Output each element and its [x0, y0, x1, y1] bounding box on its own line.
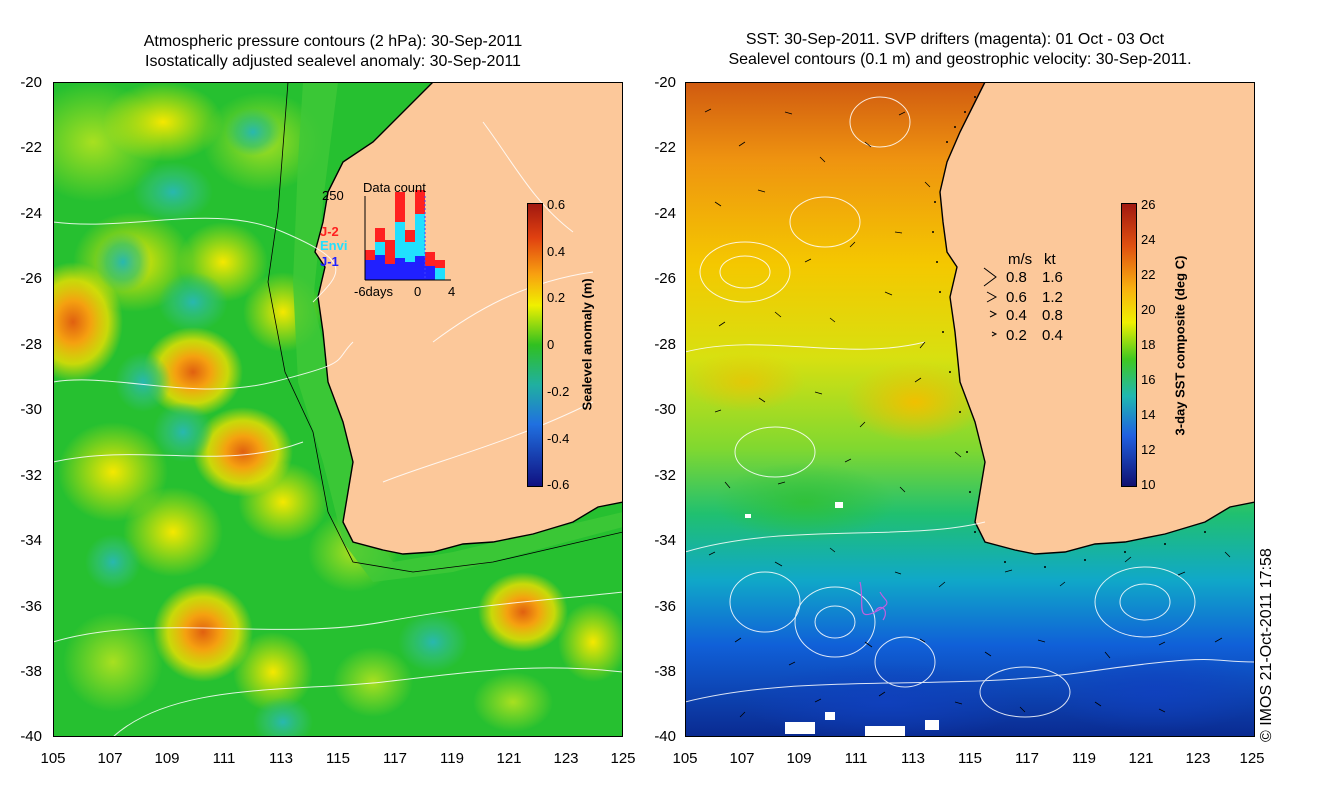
right-ytick-5: -30: [654, 401, 676, 418]
legend-header-kt: kt: [1044, 251, 1057, 268]
right-cb-tick-8: 10: [1141, 477, 1156, 492]
left-xtick-8: 121: [496, 750, 522, 767]
left-ytick-3: -26: [20, 270, 42, 287]
inset-legend-envi: Envi: [320, 238, 347, 253]
right-cb-tick-1: 24: [1141, 232, 1156, 247]
left-cb-tick-3: 0: [547, 337, 555, 352]
right-ytick-7: -34: [654, 532, 676, 549]
inset-legend-j1: J-1: [320, 254, 339, 269]
right-cb-tick-7: 12: [1141, 442, 1156, 457]
left-xtick-0: 105: [40, 750, 66, 767]
left-xtick-3: 111: [212, 750, 236, 767]
left-cb-tick-4: -0.2: [547, 384, 570, 399]
right-ytick-3: -26: [654, 270, 676, 287]
left-xtick-10: 125: [610, 750, 636, 767]
left-xtick-4: 113: [269, 750, 293, 767]
right-map: [685, 82, 1255, 737]
left-xtick-5: 115: [326, 750, 350, 767]
left-title-line2: Isostatically adjusted sealevel anomaly:…: [145, 53, 521, 70]
left-ytick-2: -24: [20, 205, 42, 222]
left-ytick-7: -34: [20, 532, 42, 549]
right-cb-tick-3: 20: [1141, 302, 1156, 317]
inset-xtick-4: 4: [448, 284, 455, 299]
right-ytick-2: -24: [654, 205, 676, 222]
inset-title: Data count: [363, 180, 426, 195]
velocity-arrows: [704, 108, 1231, 718]
right-xtick-7: 119: [1072, 750, 1096, 767]
copyright-text: © IMOS 21-Oct-2011 17:58: [1258, 548, 1275, 742]
left-cb-tick-6: -0.6: [547, 477, 570, 492]
legend-row-0-kt: 1.6: [1042, 269, 1063, 286]
data-count-inset: Data count 250 J-2 Envi J-1 -6days 0 4: [320, 180, 455, 299]
inset-ymax: 250: [322, 188, 344, 203]
right-xtick-10: 125: [1239, 750, 1265, 767]
right-cb-tick-2: 22: [1141, 267, 1156, 282]
left-colorbar-label: Sealevel anomaly (m): [579, 278, 595, 411]
right-xtick-6: 117: [1015, 750, 1039, 767]
right-cb-tick-0: 26: [1141, 197, 1156, 212]
left-ytick-10: -40: [20, 728, 42, 745]
left-cb-tick-5: -0.4: [547, 431, 570, 446]
inset-xlabel-left: -6days: [354, 284, 394, 299]
left-ytick-1: -22: [20, 139, 42, 156]
right-ytick-10: -40: [654, 728, 676, 745]
velocity-legend: m/s kt 0.8 1.6 0.6 1.2 0.4 0.8 0.2 0.4: [983, 251, 1063, 344]
left-xtick-9: 123: [553, 750, 579, 767]
left-ytick-6: -32: [20, 467, 42, 484]
right-colorbar: [1121, 203, 1137, 487]
legend-row-3-ms: 0.2: [1006, 327, 1027, 344]
left-ytick-8: -36: [20, 598, 42, 615]
legend-row-2-kt: 0.8: [1042, 307, 1063, 324]
right-xtick-1: 107: [729, 750, 755, 767]
right-cb-tick-4: 18: [1141, 337, 1156, 352]
left-xtick-7: 119: [440, 750, 464, 767]
right-ytick-8: -36: [654, 598, 676, 615]
right-ytick-9: -38: [654, 663, 676, 680]
legend-row-2-ms: 0.4: [1006, 307, 1027, 324]
legend-row-3-kt: 0.4: [1042, 327, 1063, 344]
legend-row-1-kt: 1.2: [1042, 289, 1063, 306]
right-xtick-3: 111: [844, 750, 868, 767]
left-map: [53, 82, 623, 737]
left-cb-tick-2: 0.2: [547, 290, 566, 305]
left-colorbar: [527, 203, 543, 487]
legend-row-0-ms: 0.8: [1006, 269, 1027, 286]
right-ytick-4: -28: [654, 336, 676, 353]
left-cb-tick-1: 0.4: [547, 244, 566, 259]
legend-header-ms: m/s: [1008, 251, 1032, 268]
right-title-line1: SST: 30-Sep-2011. SVP drifters (magenta)…: [745, 31, 1165, 48]
left-xtick-2: 109: [154, 750, 180, 767]
legend-row-1-ms: 0.6: [1006, 289, 1027, 306]
right-cb-tick-5: 16: [1141, 372, 1156, 387]
right-xtick-8: 121: [1128, 750, 1154, 767]
left-ytick-9: -38: [20, 663, 42, 680]
left-xtick-6: 117: [383, 750, 407, 767]
right-xtick-2: 109: [786, 750, 812, 767]
left-ytick-5: -30: [20, 401, 42, 418]
right-ytick-1: -22: [654, 139, 676, 156]
left-xtick-1: 107: [97, 750, 123, 767]
right-ytick-0: -20: [654, 74, 676, 91]
left-title-line1: Atmospheric pressure contours (2 hPa): 3…: [143, 33, 523, 50]
right-xtick-9: 123: [1185, 750, 1211, 767]
left-ytick-0: -20: [20, 74, 42, 91]
right-ytick-6: -32: [654, 467, 676, 484]
left-ytick-4: -28: [20, 336, 42, 353]
inset-legend-j2: J-2: [320, 224, 339, 239]
left-cb-tick-0: 0.6: [547, 197, 566, 212]
inset-xtick-0: 0: [414, 284, 421, 299]
right-colorbar-label: 3-day SST composite (deg C): [1172, 255, 1188, 436]
right-xtick-4: 113: [901, 750, 925, 767]
right-xtick-0: 105: [672, 750, 698, 767]
right-title-line2: Sealevel contours (0.1 m) and geostrophi…: [728, 51, 1192, 68]
right-xtick-5: 115: [958, 750, 982, 767]
inset-bars: [365, 190, 445, 280]
right-cb-tick-6: 14: [1141, 407, 1156, 422]
